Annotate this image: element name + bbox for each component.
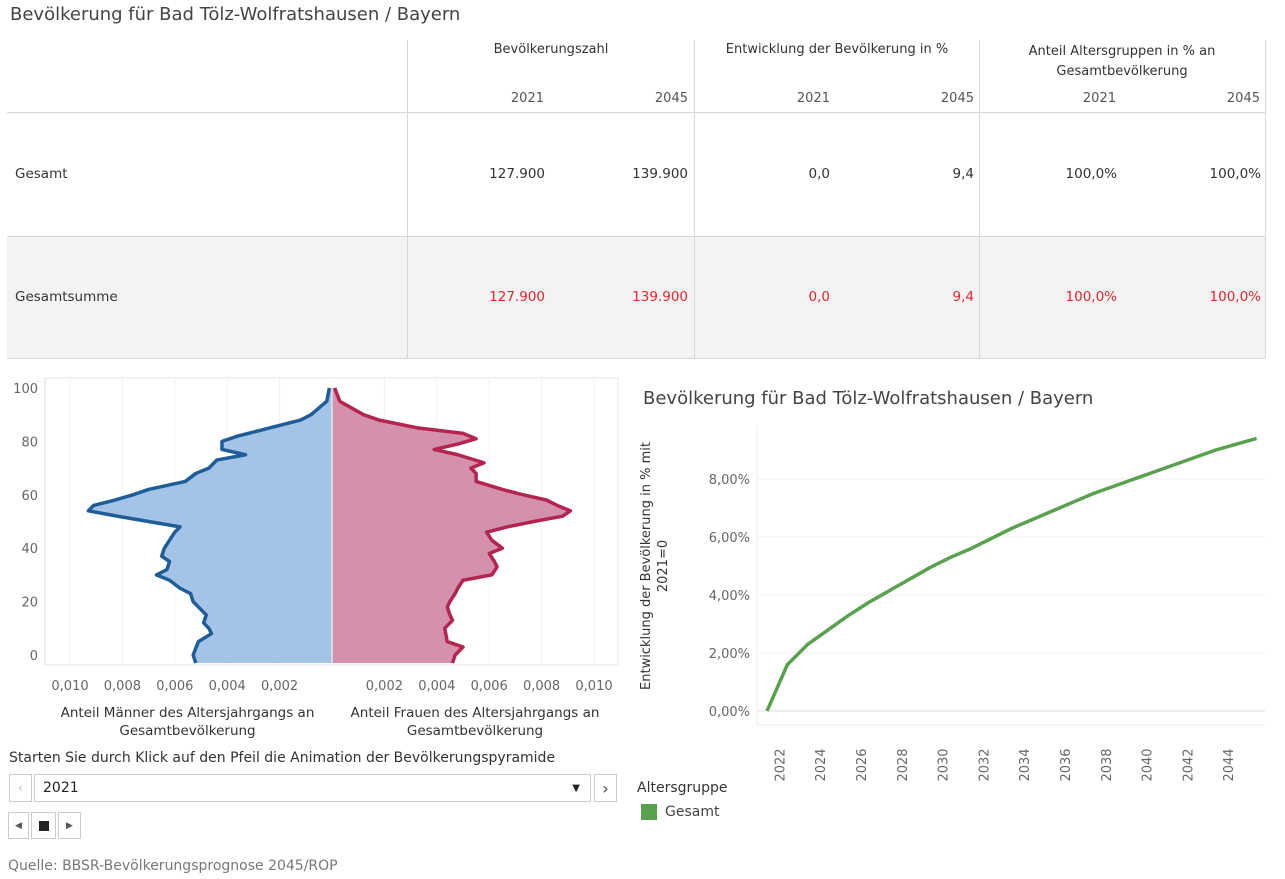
pyramid-outline-right [332,387,573,664]
chevron-left-icon: ‹ [18,781,23,795]
next-year-button[interactable]: › [594,774,617,802]
selected-year: 2021 [43,780,79,796]
x-tick-label-left: 0,002 [261,679,298,694]
page-title: Bevölkerung für Bad Tölz-Wolfratshausen … [10,4,461,25]
row-label-gesamtsumme: Gesamtsumme [15,289,118,305]
x-tick-label-left: 0,004 [209,679,246,694]
header-entwicklung: Entwicklung der Bevölkerung in % [725,42,949,57]
table-cell: 100,0% [1065,166,1117,182]
pyramid-outline-left [86,387,332,664]
header-anteil: Anteil Altersgruppen in % an Gesamtbevöl… [1028,44,1216,79]
x-tick-label: 2032 [977,748,992,781]
x-tick-label: 2026 [855,748,870,781]
y-tick-label: 2,00% [709,647,750,662]
legend-title: Altersgruppe [637,780,728,796]
year-header: 2021 [1082,91,1116,106]
x-tick-label: 2044 [1222,748,1237,781]
year-header: 2021 [796,91,830,106]
x-tick-label: 2028 [896,748,911,781]
y-tick-label: 60 [21,489,38,504]
total-cell: 127.900 [489,289,545,305]
x-tick-label-left: 0,008 [104,679,141,694]
year-header: 2045 [940,91,974,106]
y-tick-label: 0,00% [709,705,750,720]
year-dropdown[interactable]: 2021 ▼ [34,774,591,802]
y-axis-label: Entwicklung der Bevölkerung in % mit 202… [639,442,671,690]
total-cell: 100,0% [1065,289,1117,305]
pyramid-area-left [88,388,332,664]
y-tick-label: 20 [21,596,38,611]
caret-down-icon: ▼ [572,782,580,794]
x-tick-label: 2040 [1141,748,1156,781]
y-tick-label: 0 [30,649,38,664]
y-tick-label: 8,00% [709,473,750,488]
y-tick-label: 6,00% [709,531,750,546]
x-tick-label-left: 0,010 [51,679,88,694]
animation-instruction: Starten Sie durch Klick auf den Pfeil di… [9,750,556,766]
source-note: Quelle: BBSR-Bevölkerungsprognose 2045/R… [8,858,338,874]
table-cell: 0,0 [808,166,830,182]
x-tick-label: 2030 [937,748,952,781]
x-tick-label-right: 0,010 [575,679,612,694]
x-tick-label: 2024 [814,748,829,781]
x-tick-label: 2036 [1059,748,1074,781]
header-bevoelkerungszahl: Bevölkerungszahl [493,42,609,57]
total-cell: 0,0 [808,289,830,305]
play-backward-icon: ◀ [15,820,22,831]
series-line-gesamt [765,436,1258,712]
x-tick-label-right: 0,008 [523,679,560,694]
legend-swatch [641,804,657,820]
x-tick-label-right: 0,002 [366,679,403,694]
pyramid-area-right [332,388,571,664]
total-cell: 139.900 [632,289,688,305]
play-forward-button[interactable]: ▶ [58,812,81,839]
x-tick-label: 2038 [1100,748,1115,781]
x-axis-label-women: Anteil Frauen des Altersjahrgangs an Ges… [350,705,600,739]
total-row-bg [7,236,1265,358]
total-cell: 9,4 [952,289,974,305]
x-tick-label-right: 0,006 [471,679,508,694]
play-icon: ▶ [66,820,73,831]
x-axis-label-men: Anteil Männer des Altersjahrgangs an Ges… [60,705,315,739]
stop-button[interactable] [31,812,56,839]
x-tick-label: 2042 [1181,748,1196,781]
year-header: 2045 [1226,91,1260,106]
play-backward-button[interactable]: ◀ [8,812,29,839]
x-tick-label: 2034 [1018,748,1033,781]
y-tick-label: 100 [13,382,38,397]
table-cell: 9,4 [952,166,974,182]
population-pyramid-chart: 0 20 40 60 80 100 0,010 0,008 0,006 0,004 0,002 0,0… [13,377,619,694]
x-tick-label: 2022 [773,748,788,781]
y-tick-label: 80 [21,435,38,450]
table-cell: 127.900 [489,166,545,182]
stop-icon [38,820,49,831]
table-cell: 139.900 [632,166,688,182]
total-cell: 100,0% [1209,289,1261,305]
legend-item-gesamt[interactable]: Gesamt [665,804,720,820]
table-cell: 100,0% [1209,166,1261,182]
x-tick-label-right: 0,004 [418,679,455,694]
line-chart-title: Bevölkerung für Bad Tölz-Wolfratshausen … [643,388,1094,409]
population-line-chart: 0,00% 2,00% 4,00% 6,00% 8,00% 2022 2024 2026 202… [709,425,1265,782]
y-tick-label: 4,00% [709,589,750,604]
row-label-gesamt: Gesamt [15,166,68,182]
year-header: 2045 [654,91,688,106]
y-tick-label: 40 [21,542,38,557]
chevron-right-icon: › [602,778,609,798]
previous-year-button[interactable]: ‹ [9,774,32,802]
year-header: 2021 [510,91,544,106]
x-tick-label-left: 0,006 [156,679,193,694]
